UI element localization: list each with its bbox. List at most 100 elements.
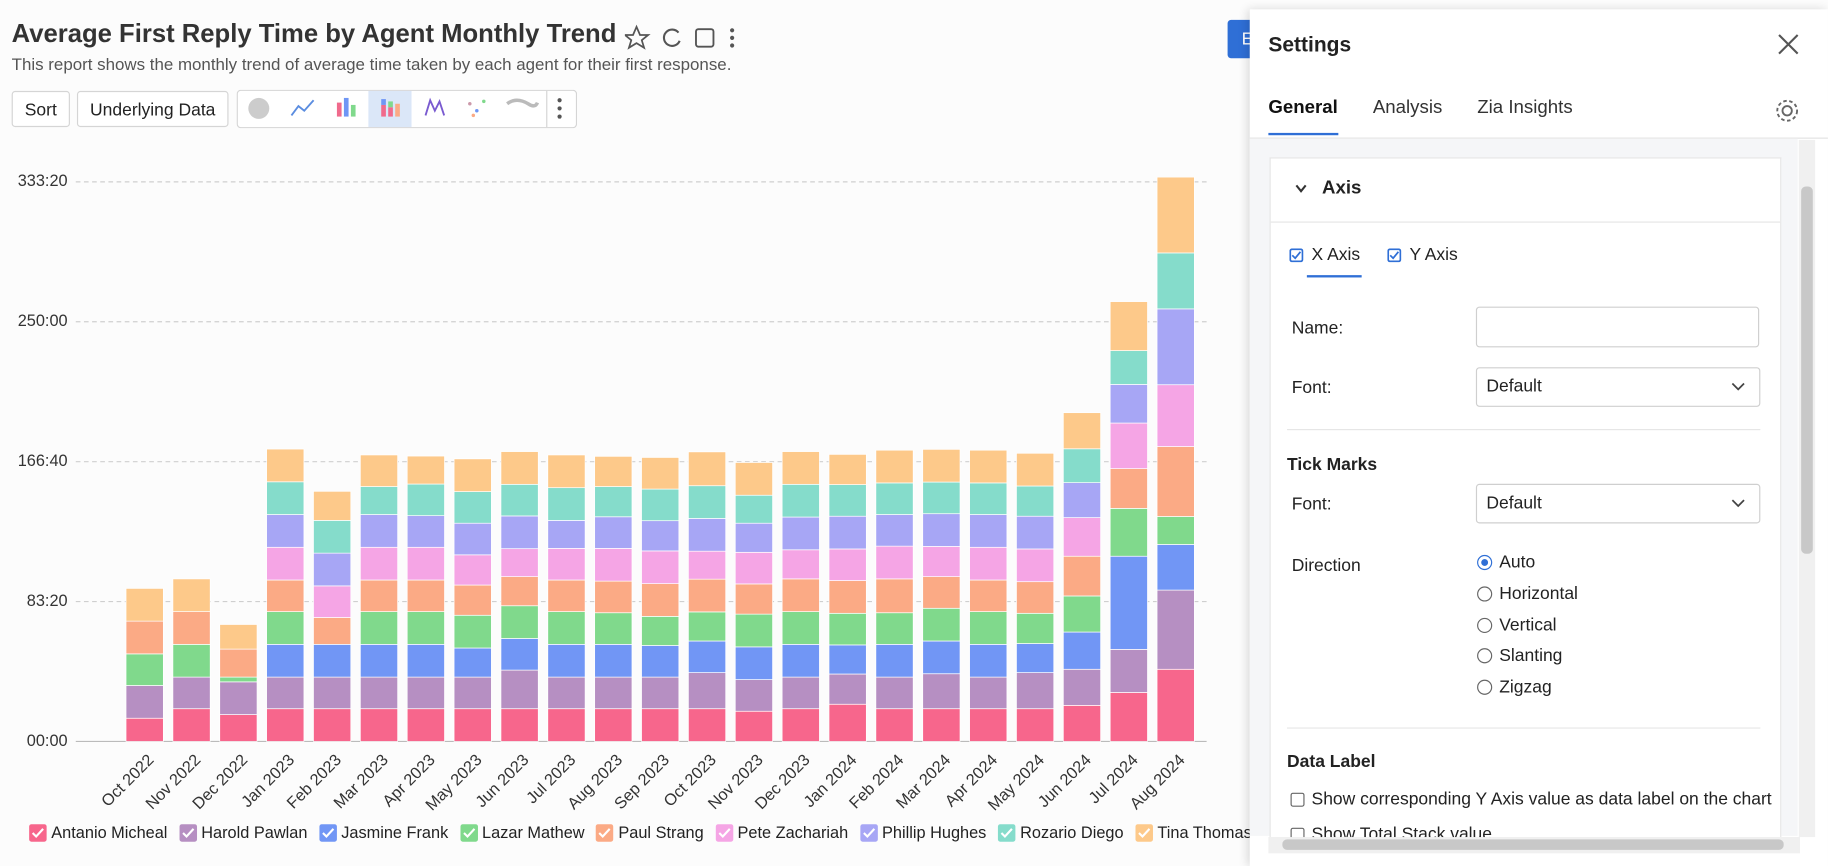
bar-segment: [734, 646, 773, 680]
bar-segment: [359, 454, 399, 487]
bar-segment: [313, 490, 352, 521]
bar-segment: [641, 550, 680, 584]
star-icon[interactable]: [624, 24, 651, 50]
line-icon[interactable]: [290, 99, 315, 116]
radio-option[interactable]: Auto: [1477, 553, 1535, 572]
legend-item[interactable]: Paul Strang: [596, 823, 704, 842]
y-tick-label: 250:00: [18, 312, 68, 330]
bar-segment: [1062, 705, 1101, 742]
radio-option[interactable]: Zigzag: [1477, 678, 1552, 697]
bar-segment: [828, 454, 867, 485]
bar-segment: [359, 708, 399, 742]
bar-segment: [594, 580, 633, 614]
tab[interactable]: Zia Insights: [1477, 97, 1573, 118]
bar-segment: [828, 548, 867, 581]
close-button[interactable]: [1777, 33, 1800, 56]
bar-segment: [500, 669, 539, 710]
bar-segment: [688, 485, 727, 519]
legend-item[interactable]: Lazar Mathew: [459, 823, 585, 842]
axis-checkbox[interactable]: X Axis: [1289, 245, 1360, 265]
more-icon[interactable]: [730, 28, 735, 33]
bar-segment: [1062, 517, 1101, 557]
bar-segment: [969, 611, 1008, 645]
bar-segment: [594, 516, 633, 549]
bar-segment: [453, 647, 492, 678]
bar-segment: [1109, 468, 1148, 509]
refresh-icon[interactable]: [662, 28, 681, 47]
radio-option[interactable]: Horizontal: [1477, 584, 1578, 604]
gear-icon[interactable]: [1774, 98, 1800, 124]
radio-label: Slanting: [1499, 646, 1563, 667]
underlying-data-button[interactable]: Underlying Data: [76, 90, 229, 128]
bar-segment: [734, 462, 773, 496]
tab[interactable]: Analysis: [1372, 97, 1443, 118]
bar-segment: [266, 546, 305, 581]
bar-segment: [500, 576, 539, 607]
sort-button[interactable]: Sort: [11, 90, 70, 128]
legend-label: Pete Zachariah: [737, 823, 849, 842]
checkbox-label: Show corresponding Y Axis value as data …: [1311, 789, 1772, 810]
more-icon: [730, 43, 735, 48]
combo-icon[interactable]: [424, 97, 446, 116]
bar-segment: [641, 520, 680, 552]
bar-segment: [219, 681, 258, 715]
bar-segment: [641, 676, 680, 710]
bar-segment: [875, 676, 914, 710]
bar-segment: [406, 644, 445, 678]
bar-segment: [453, 708, 492, 742]
bar-segment: [453, 458, 492, 492]
tab[interactable]: General: [1268, 98, 1338, 136]
font-select[interactable]: Default: [1475, 483, 1761, 524]
name-input[interactable]: [1475, 306, 1760, 348]
bar-segment: [594, 486, 633, 518]
bar-segment: [547, 611, 586, 645]
font-select[interactable]: Default: [1475, 367, 1761, 407]
bar-segment: [1109, 692, 1148, 742]
bar-segment: [922, 513, 961, 547]
bar-icon[interactable]: [336, 97, 356, 117]
settings-panel: Settings General Analysis Zia Insights Axi…: [1249, 9, 1828, 866]
bar-segment: [734, 551, 773, 585]
map-icon[interactable]: [506, 98, 540, 108]
bar-segment: [594, 455, 633, 487]
bar-segment: [688, 518, 727, 552]
radio-option[interactable]: Vertical: [1477, 615, 1557, 635]
radio-label: Vertical: [1499, 615, 1557, 635]
bar-segment: [1156, 589, 1195, 670]
bar-segment: [781, 516, 820, 551]
bar-segment: [313, 617, 352, 645]
scatter-icon[interactable]: [468, 99, 486, 118]
checkbox-label: Y Axis: [1409, 244, 1458, 265]
bar-segment: [734, 710, 773, 742]
title-icons: [624, 24, 735, 50]
stacked-icon[interactable]: [381, 99, 400, 117]
bar-segment: [500, 451, 539, 485]
bar-segment: [594, 548, 633, 582]
bar-segment: [547, 454, 586, 489]
legend-item[interactable]: Harold Pawlan: [179, 823, 307, 842]
bar-segment: [406, 579, 445, 612]
bar-segment: [969, 482, 1008, 515]
radio-button: [1477, 679, 1493, 696]
more-icon: [730, 35, 735, 40]
legend-item[interactable]: Pete Zachariah: [715, 823, 848, 842]
legend-item[interactable]: Antanio Micheal: [29, 823, 167, 842]
legend-item[interactable]: Tina Thomas: [1135, 823, 1252, 842]
legend-label: Paul Strang: [618, 823, 704, 842]
bar-segment: [1156, 544, 1195, 591]
legend-item[interactable]: Rozario Diego: [997, 823, 1124, 842]
bar-segment: [781, 611, 820, 645]
legend-item[interactable]: Phillip Hughes: [859, 823, 986, 842]
save-icon[interactable]: [695, 28, 715, 48]
axis-checkbox[interactable]: Y Axis: [1387, 244, 1458, 265]
data-label-option[interactable]: Show corresponding Y Axis value as data …: [1290, 789, 1772, 810]
y-tick-label: 333:20: [18, 172, 68, 190]
radio-option[interactable]: Slanting: [1477, 646, 1562, 666]
pie-icon[interactable]: [248, 97, 270, 119]
bar-segment: [266, 611, 305, 645]
bar-segment: [313, 585, 352, 618]
bar-segment: [922, 546, 961, 578]
legend-item[interactable]: Jasmine Frank: [319, 823, 448, 842]
